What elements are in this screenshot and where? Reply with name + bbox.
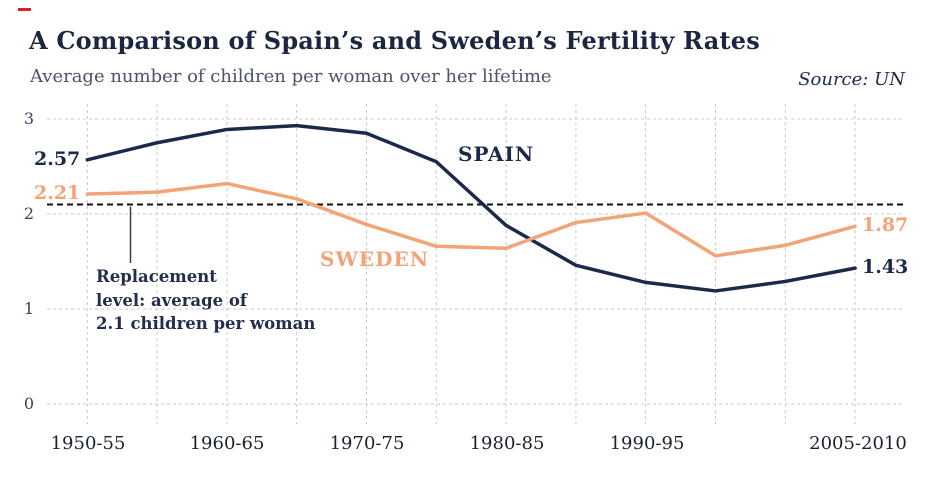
x-axis-tick-1980-85: 1980-85 (469, 433, 545, 454)
sweden-series-label: SWEDEN (320, 247, 430, 271)
x-axis-tick-1960-65: 1960-65 (189, 433, 265, 454)
replacement-level-annotation: Replacement level: average of 2.1 childr… (96, 265, 315, 336)
sweden-end-value-label: 1.87 (862, 214, 909, 236)
y-axis-tick-3: 3 (23, 109, 34, 128)
x-axis-tick-2005-2010: 2005-2010 (809, 433, 907, 454)
annotation-line-3: 2.1 children per woman (96, 314, 316, 333)
sweden-line-series (85, 181, 857, 258)
annotation-line-2: level: average of (96, 290, 247, 310)
y-axis-tick-1: 1 (23, 299, 34, 318)
sweden-start-value-label: 2.21 (34, 182, 81, 204)
x-axis-tick-1970-75: 1970-75 (329, 433, 405, 454)
source-credit: Source: UN (798, 69, 905, 90)
spain-start-value-label: 2.57 (34, 148, 81, 170)
spain-series-label: SPAIN (458, 142, 535, 166)
chart-subtitle: Average number of children per woman ove… (30, 66, 552, 87)
annotation-line-1: Replacement (96, 267, 217, 286)
page-title: A Comparison of Spain’s and Sweden’s Fer… (29, 26, 760, 55)
spain-line-series (85, 123, 857, 293)
x-axis-tick-1990-95: 1990-95 (609, 433, 685, 454)
y-axis-tick-2: 2 (23, 204, 34, 223)
red-dash-marker (18, 8, 31, 11)
x-axis-tick-1950-55: 1950-55 (50, 433, 126, 454)
y-axis-tick-0: 0 (23, 394, 34, 413)
spain-end-value-label: 1.43 (862, 256, 909, 278)
